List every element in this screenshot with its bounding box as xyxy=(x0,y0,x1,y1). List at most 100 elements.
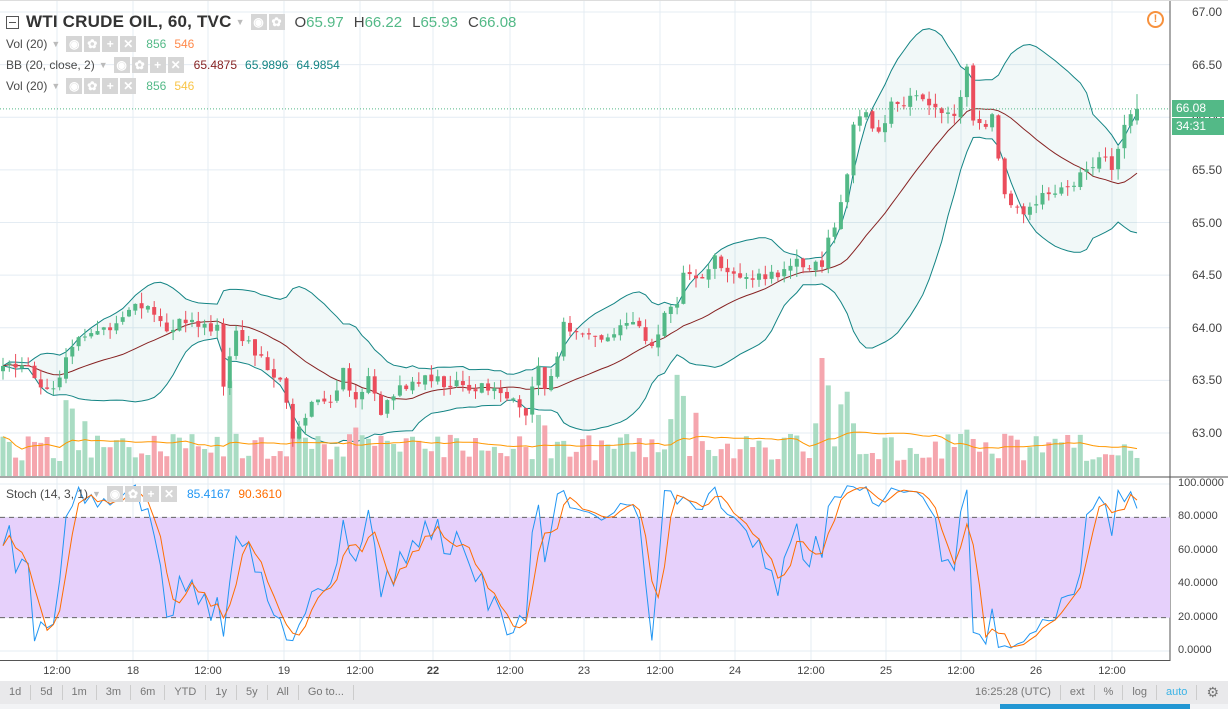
candle-body xyxy=(429,374,434,382)
candle-body xyxy=(851,124,856,176)
candle-body xyxy=(145,306,150,310)
percent-toggle[interactable]: % xyxy=(1095,685,1124,700)
candle-body xyxy=(416,382,421,384)
auto-toggle[interactable]: auto xyxy=(1157,685,1198,700)
symbol-title[interactable]: WTI CRUDE OIL, 60, TVC xyxy=(26,12,232,31)
plus-icon[interactable]: + xyxy=(102,36,119,52)
gear-icon[interactable]: ✿ xyxy=(268,14,285,30)
volume-bar xyxy=(347,434,352,476)
range-button[interactable]: 6m xyxy=(131,685,166,700)
volume-bar xyxy=(693,412,699,476)
candle-body xyxy=(479,383,484,393)
volume-bar xyxy=(851,423,856,476)
plus-icon[interactable]: + xyxy=(102,78,119,94)
range-button[interactable]: 5y xyxy=(237,685,268,700)
volume-bar xyxy=(876,459,882,476)
chevron-down-icon[interactable]: ▼ xyxy=(98,60,108,70)
eye-icon[interactable]: ◉ xyxy=(66,78,83,94)
clock[interactable]: 16:25:28 (UTC) xyxy=(966,685,1061,700)
candle-body xyxy=(813,261,818,271)
volume-bar xyxy=(769,459,775,476)
volume-bar xyxy=(473,438,478,476)
eye-icon[interactable]: ◉ xyxy=(250,14,267,30)
candle-body xyxy=(731,271,736,274)
candle-body xyxy=(164,322,169,332)
candle-body xyxy=(19,365,24,369)
candle-body xyxy=(971,65,976,121)
chevron-down-icon[interactable]: ▼ xyxy=(235,17,245,27)
candle-body xyxy=(303,417,308,426)
eye-icon[interactable]: ◉ xyxy=(106,486,123,502)
close-icon[interactable]: ✕ xyxy=(160,486,177,502)
volume-bar xyxy=(649,439,655,476)
volume-bar xyxy=(233,433,239,476)
time-tick-label: 24 xyxy=(728,665,742,677)
indicator-name[interactable]: Vol (20) xyxy=(6,37,48,51)
candle-body xyxy=(1135,108,1139,121)
gear-icon[interactable]: ✿ xyxy=(124,486,141,502)
candle-body xyxy=(605,337,610,342)
close-icon[interactable]: ✕ xyxy=(120,36,137,52)
volume-bar xyxy=(813,423,819,476)
candle-body xyxy=(586,333,591,335)
volume-bar xyxy=(750,447,756,476)
eye-icon[interactable]: ◉ xyxy=(66,36,83,52)
time-tick-label: 19 xyxy=(277,665,291,677)
gear-icon[interactable]: ✿ xyxy=(131,57,148,73)
indicator-name[interactable]: Vol (20) xyxy=(6,79,48,93)
chevron-down-icon[interactable]: ▼ xyxy=(51,81,61,91)
volume-bar xyxy=(479,450,485,476)
range-button[interactable]: 3m xyxy=(97,685,132,700)
price-chart[interactable] xyxy=(0,0,1228,681)
indicator-name[interactable]: Stoch (14, 3, 1) xyxy=(6,487,89,501)
candle-body xyxy=(1072,185,1076,187)
candle-body xyxy=(832,227,837,237)
candle-body xyxy=(1002,158,1007,195)
candle-body xyxy=(593,335,598,337)
gear-icon[interactable]: ✿ xyxy=(84,36,101,52)
log-toggle[interactable]: log xyxy=(1123,685,1158,700)
stoch-legend: Stoch (14, 3, 1) ▼ ◉ ✿ + ✕ 85.4167 90.3610 xyxy=(6,486,282,502)
volume-bar xyxy=(57,460,63,476)
stoch-tick-label: 60.0000 xyxy=(1178,543,1218,556)
candle-body xyxy=(712,255,717,269)
ext-toggle[interactable]: ext xyxy=(1061,685,1095,700)
volume-bar xyxy=(221,456,226,476)
range-button[interactable]: YTD xyxy=(165,685,207,700)
range-button[interactable]: 1m xyxy=(63,685,97,700)
symbol-legend: WTI CRUDE OIL, 60, TVC ▼ ◉ ✿ O 65.97 H 66.2… xyxy=(6,12,516,32)
candle-body xyxy=(662,312,667,336)
range-button[interactable]: 1d xyxy=(0,685,32,700)
plus-icon[interactable]: + xyxy=(142,486,159,502)
volume-bar xyxy=(920,457,926,476)
candle-body xyxy=(1,365,5,372)
candle-body xyxy=(914,95,919,97)
range-button[interactable]: 1y xyxy=(206,685,237,700)
chevron-down-icon[interactable]: ▼ xyxy=(51,39,61,49)
candle-body xyxy=(57,377,62,388)
range-button[interactable]: All xyxy=(268,685,299,700)
collapse-icon[interactable] xyxy=(6,15,19,29)
volume-bar xyxy=(914,453,919,476)
candle-body xyxy=(681,272,686,304)
candle-body xyxy=(158,316,163,322)
close-icon[interactable]: ✕ xyxy=(167,57,184,73)
range-button[interactable]: Go to... xyxy=(299,685,354,700)
range-button[interactable]: 5d xyxy=(31,685,63,700)
candle-body xyxy=(870,111,875,129)
gear-icon[interactable]: ✿ xyxy=(84,78,101,94)
gear-icon[interactable]: ⚙ xyxy=(1206,684,1219,700)
indicator-name[interactable]: BB (20, close, 2) xyxy=(6,58,95,72)
alert-icon[interactable]: ! xyxy=(1147,11,1164,28)
candle-body xyxy=(889,101,894,124)
chevron-down-icon[interactable]: ▼ xyxy=(92,489,101,499)
close-icon[interactable]: ✕ xyxy=(120,78,137,94)
indicator-value: 546 xyxy=(174,79,195,93)
volume-bar xyxy=(869,452,875,476)
plus-icon[interactable]: + xyxy=(149,57,166,73)
candle-body xyxy=(360,391,365,400)
volume-bar xyxy=(939,458,945,476)
bb-fill xyxy=(3,28,1137,444)
candle-body xyxy=(1015,206,1020,208)
eye-icon[interactable]: ◉ xyxy=(113,57,130,73)
